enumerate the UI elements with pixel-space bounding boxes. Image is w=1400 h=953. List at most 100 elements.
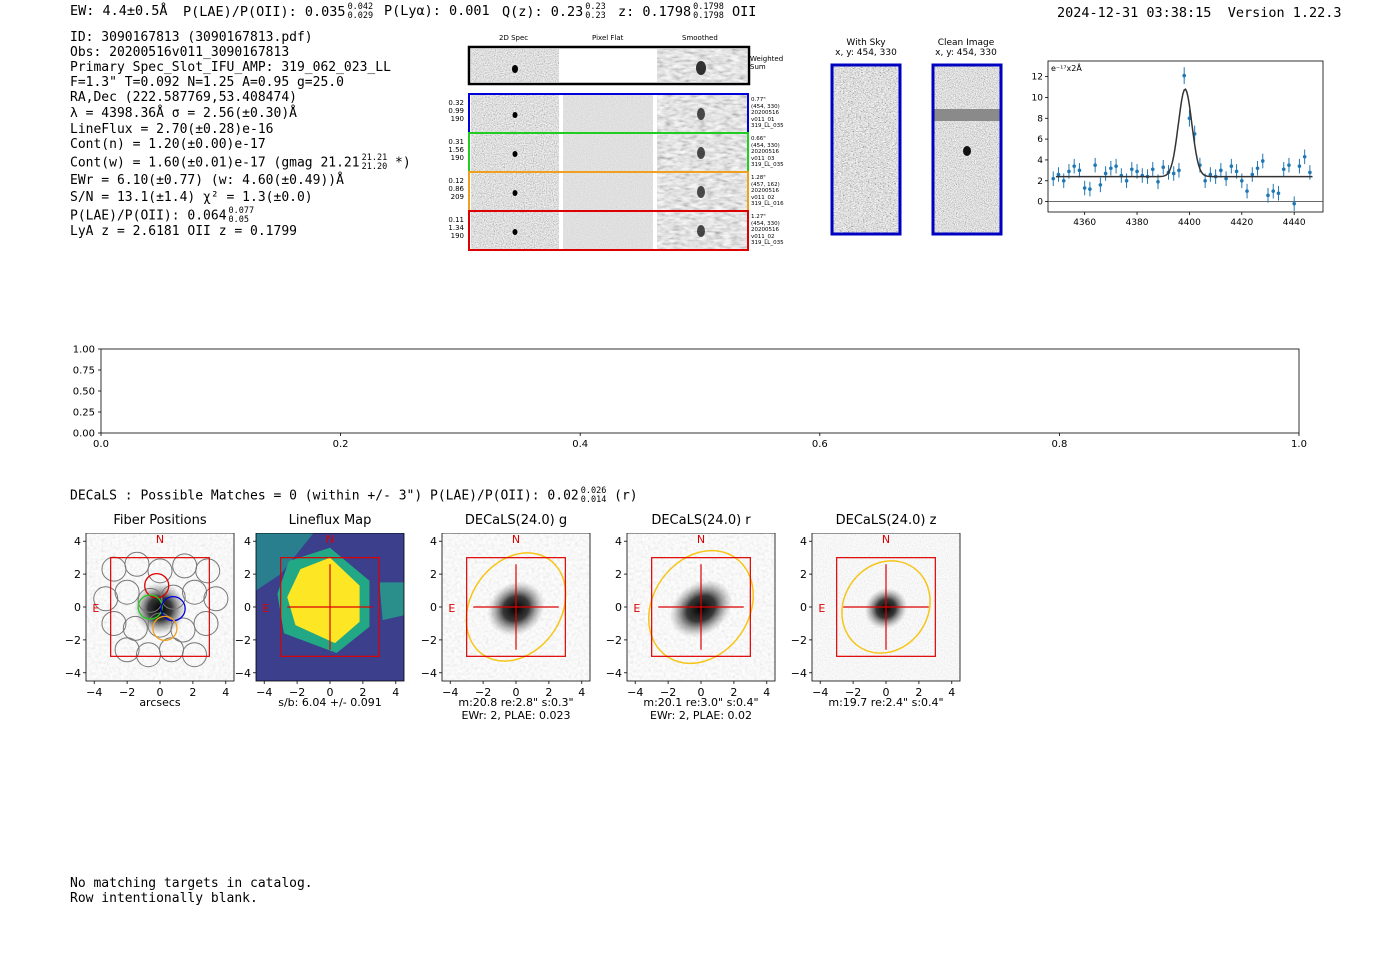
cutout-y-tick: −2 — [235, 634, 251, 647]
y-tick-label: 2 — [1037, 177, 1043, 187]
aperture-box — [110, 557, 210, 657]
cutout-y-tick: 0 — [615, 601, 622, 614]
fiber-circle — [101, 610, 127, 636]
cutout-y-tick: 4 — [430, 535, 437, 548]
cutout-y-tick: 4 — [615, 535, 622, 548]
cutout-title: Fiber Positions — [113, 513, 207, 528]
spec2d-row-right-label: 0.66" (454, 330) 20200516 v011_03 319_LL_035 — [751, 136, 784, 168]
cutout-x-tick: 0 — [883, 686, 890, 699]
line-emission-blob — [697, 186, 705, 198]
fiber-circle — [137, 587, 163, 613]
empty-plot-y-tick: 0.25 — [73, 408, 95, 419]
cutout-x-tick: 0 — [513, 686, 520, 699]
cutout-x-tick: 0 — [698, 686, 705, 699]
info-cont-n: Cont(n) = 1.20(±0.00)e-17 — [70, 137, 266, 152]
cutout-x-tick: 4 — [392, 686, 399, 699]
cutout-y-tick: −2 — [421, 634, 437, 647]
data-point — [1240, 178, 1244, 183]
cutout-x-tick: −2 — [289, 686, 305, 699]
empty-plot-axes — [100, 348, 1300, 434]
cutout-y-tick: −4 — [606, 667, 622, 680]
cutout-y-tick: −2 — [606, 634, 622, 647]
empty-plot: 1.00 0.75 0.50 0.25 0.000.0 0.2 0.4 0.6 0.8 1.0 — [73, 345, 1307, 451]
north-label: N — [156, 533, 164, 546]
cutout-x-tick: 2 — [915, 686, 922, 699]
info-radec: RA,Dec (222.587769,53.408474) — [70, 90, 297, 105]
x-tick-label: 4360 — [1073, 218, 1096, 228]
line-emission-blob — [512, 229, 518, 235]
info-sn: S/N = 13.1(±1.4) χ² = 1.3(±0.0) — [70, 190, 313, 205]
cutout-y-tick: 4 — [74, 535, 81, 548]
cutout-x-tick: −4 — [442, 686, 458, 699]
east-label: E — [262, 602, 269, 615]
spec2d-row-left-label: 0.12 0.86 209 — [448, 177, 464, 201]
data-point — [1276, 191, 1281, 196]
cutout-x-tick: −4 — [812, 686, 828, 699]
data-point — [1308, 170, 1312, 175]
data-point — [1177, 168, 1181, 173]
cutout-panel: N E 4 2 0 −2 −4 −4 −2 0 2 4 — [791, 533, 961, 699]
data-point — [1161, 165, 1166, 170]
decals-header: DECaLS : Possible Matches = 0 (within +/… — [70, 486, 638, 505]
data-point — [1156, 180, 1160, 184]
footer-line-1: No matching targets in catalog. — [70, 876, 313, 891]
data-point — [1051, 176, 1056, 181]
lineflux-peak-region — [287, 557, 360, 644]
spec2d-row-right-label: 1.27" (454, 330) 20200516 v011_02 319_LL_035 — [751, 214, 784, 246]
data-point — [1124, 178, 1129, 183]
fiber-circle — [124, 551, 150, 577]
clean-image-title: Clean Image x, y: 454, 330 — [935, 38, 997, 58]
fiber-orange — [152, 615, 178, 642]
spec2d-row — [468, 210, 749, 251]
fiber-circle — [182, 642, 208, 668]
cutout-x-tick: −4 — [86, 686, 102, 699]
footer-notes: No matching targets in catalog. Row inte… — [70, 876, 313, 906]
header-timestamp: 2024-12-31 03:38:15 Version 1.22.3 — [1057, 5, 1342, 21]
east-label: E — [818, 602, 825, 615]
north-label: N — [882, 533, 890, 546]
spec2d-row-right-label: 1.28" (457, 162) 20200516 v011_02 319_LL_016 — [751, 175, 784, 207]
empty-plot-x-tick: 0.8 — [1051, 439, 1067, 450]
header-z: z: 0.1798 0.1798 0.1798 OII — [618, 2, 757, 21]
data-point — [1255, 166, 1260, 171]
cutout-y-tick: 4 — [800, 535, 807, 548]
aperture-ellipse — [465, 552, 567, 662]
data-point — [1208, 172, 1213, 177]
spec2d-row — [468, 171, 749, 212]
cutout-title: DECaLS(24.0) r — [651, 513, 751, 528]
x-tick-label: 4420 — [1230, 218, 1253, 228]
with-sky-title: With Sky x, y: 454, 330 — [835, 38, 897, 58]
data-point — [1130, 167, 1134, 172]
data-point — [1182, 73, 1186, 78]
data-point — [1061, 178, 1066, 183]
line-emission-blob — [512, 112, 518, 118]
data-point — [1114, 164, 1118, 168]
fiber-circle — [93, 586, 119, 612]
empty-plot-x-tick: 0.2 — [333, 439, 349, 450]
spec2d-strips — [467, 45, 751, 251]
spec2d-row-frame — [468, 210, 749, 251]
info-primary: Primary Spec_Slot_IFU_AMP: 319_062_023_L… — [70, 60, 391, 75]
data-point — [1302, 155, 1307, 159]
data-point — [1229, 164, 1234, 168]
y-tick-label: 10 — [1032, 93, 1044, 103]
data-point — [1103, 171, 1108, 176]
cutout-x-tick: 2 — [189, 686, 196, 699]
spec2d-col-smoothed: Smoothed — [682, 34, 718, 42]
data-point — [1109, 166, 1113, 171]
data-point — [1067, 169, 1071, 174]
fiber-circle — [170, 617, 196, 643]
cutout-x-tick: 4 — [222, 686, 229, 699]
data-point — [1297, 164, 1302, 168]
empty-plot-x-tick: 0.4 — [572, 439, 588, 450]
spectrum-axes — [1047, 60, 1324, 213]
data-point — [1093, 163, 1097, 167]
cutout-y-tick: −2 — [791, 634, 807, 647]
x-tick-label: 4440 — [1283, 218, 1306, 228]
cutout-title: DECaLS(24.0) g — [464, 513, 568, 528]
spectrum-chart: e⁻¹⁷x2Å 4360 4380 4400 4420 4440 0 2 4 6 8 10 12 — [1032, 60, 1324, 228]
cutout-y-tick: 2 — [615, 568, 622, 581]
header-qz: Q(z): 0.23 0.23 0.23 — [502, 2, 606, 21]
data-point — [1219, 168, 1223, 173]
spec2d-row — [468, 132, 749, 173]
